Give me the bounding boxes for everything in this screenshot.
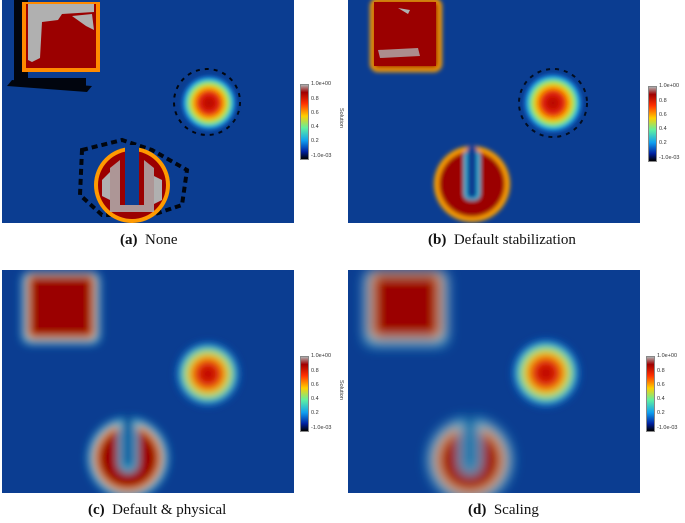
cb-tick-02: 0.2 xyxy=(311,138,319,144)
cb-min: -1.0e-03 xyxy=(311,153,332,159)
caption-b: (b) Default stabilization xyxy=(428,232,576,249)
caption-c-letter: (c) xyxy=(88,502,105,518)
caption-c-text: Default & physical xyxy=(112,502,227,518)
cb-tick-04: 0.4 xyxy=(311,396,319,402)
disc-shape xyxy=(176,342,240,406)
caption-d: (d) Scaling xyxy=(468,502,539,519)
disc-shape xyxy=(512,339,580,407)
square-shape xyxy=(364,270,448,346)
cb-min: -1.0e-03 xyxy=(657,425,678,431)
disc-shape xyxy=(523,73,583,133)
cb-min: -1.0e-03 xyxy=(311,425,332,431)
cb-max: 1.0e+00 xyxy=(659,83,680,89)
caption-c: (c) Default & physical xyxy=(88,502,226,519)
cb-tick-04: 0.4 xyxy=(657,396,665,402)
square-shape xyxy=(22,272,100,344)
cb-tick-08: 0.8 xyxy=(311,96,319,102)
caption-a-text: None xyxy=(145,232,178,248)
cb-tick-08: 0.8 xyxy=(657,368,665,374)
cb-max: 1.0e+00 xyxy=(311,353,332,359)
cb-tick-02: 0.2 xyxy=(311,410,319,416)
cb-tick-04: 0.4 xyxy=(659,126,667,132)
square-shape xyxy=(370,0,442,72)
cb-tick-08: 0.8 xyxy=(311,368,319,374)
cb-tick-04: 0.4 xyxy=(311,124,319,130)
caption-a: (a) None xyxy=(120,232,178,249)
u-shape xyxy=(88,416,168,493)
cb-tick-08: 0.8 xyxy=(659,98,667,104)
disc-shape xyxy=(181,75,237,131)
caption-b-letter: (b) xyxy=(428,232,447,248)
cb-tick-06: 0.6 xyxy=(659,112,667,118)
cb-tick-06: 0.6 xyxy=(311,382,319,388)
cb-title: Solution xyxy=(338,108,344,128)
cb-tick-06: 0.6 xyxy=(657,382,665,388)
cb-tick-02: 0.2 xyxy=(657,410,665,416)
caption-a-letter: (a) xyxy=(120,232,138,248)
caption-d-text: Scaling xyxy=(493,502,539,518)
u-shape xyxy=(428,416,512,493)
caption-b-text: Default stabilization xyxy=(453,232,576,248)
plot-d xyxy=(348,270,640,493)
cb-max: 1.0e+00 xyxy=(311,81,332,87)
square-shape xyxy=(22,2,100,72)
plot-c xyxy=(2,270,294,493)
cb-max: 1.0e+00 xyxy=(657,353,678,359)
plot-a xyxy=(2,0,294,223)
plot-b xyxy=(348,0,640,223)
cb-min: -1.0e-03 xyxy=(659,155,680,161)
cb-title: Solution xyxy=(338,380,344,400)
cb-tick-06: 0.6 xyxy=(311,110,319,116)
caption-d-letter: (d) xyxy=(468,502,487,518)
u-shape xyxy=(434,146,510,222)
cb-tick-02: 0.2 xyxy=(659,140,667,146)
u-shape xyxy=(94,145,170,223)
